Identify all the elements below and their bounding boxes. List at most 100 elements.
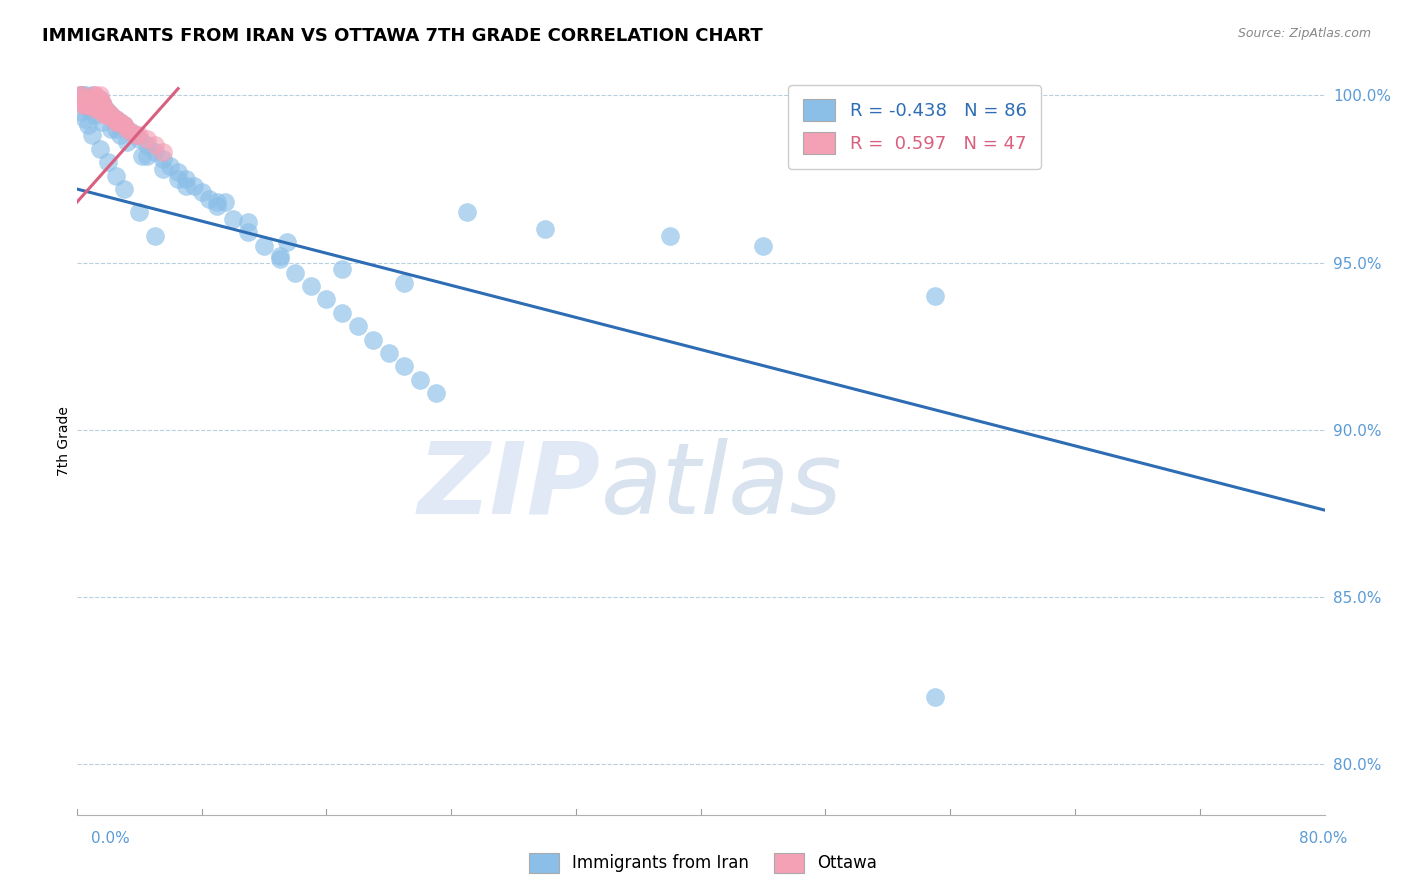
Point [159, 159, 181, 173]
Point [87, 95, 110, 109]
Point [77, 102, 100, 116]
Point [299, 279, 322, 293]
Point [76, 98, 98, 112]
Point [238, 226, 260, 240]
Point [214, 195, 236, 210]
Point [167, 172, 190, 186]
Point [70, 92, 93, 106]
Point [83, 92, 105, 106]
Point [77, 98, 100, 112]
Point [346, 319, 368, 334]
Point [128, 132, 150, 146]
Point [103, 112, 125, 126]
Point [222, 212, 245, 227]
Point [82, 128, 104, 143]
Point [205, 195, 228, 210]
Point [120, 125, 142, 139]
Point [89, 142, 111, 156]
Point [91, 98, 114, 112]
Point [409, 373, 432, 387]
Point [84, 108, 107, 122]
Text: 0.0%: 0.0% [91, 831, 131, 846]
Point [100, 108, 122, 122]
Point [82, 92, 104, 106]
Point [104, 169, 127, 183]
Point [69, 88, 91, 103]
Point [125, 128, 148, 143]
Point [330, 262, 353, 277]
Point [174, 172, 197, 186]
Point [112, 119, 135, 133]
Point [924, 289, 946, 303]
Point [425, 386, 447, 401]
Point [104, 112, 127, 126]
Legend: R = -0.438   N = 86, R =  0.597   N = 47: R = -0.438 N = 86, R = 0.597 N = 47 [789, 85, 1040, 169]
Point [198, 192, 221, 206]
Point [110, 115, 132, 129]
Point [269, 249, 291, 263]
Point [80, 98, 103, 112]
Text: IMMIGRANTS FROM IRAN VS OTTAWA 7TH GRADE CORRELATION CHART: IMMIGRANTS FROM IRAN VS OTTAWA 7TH GRADE… [42, 27, 763, 45]
Point [104, 115, 127, 129]
Point [87, 92, 110, 106]
Point [174, 178, 197, 193]
Point [131, 148, 153, 162]
Point [104, 112, 127, 126]
Point [100, 121, 122, 136]
Point [83, 88, 105, 103]
Point [924, 690, 946, 705]
Point [394, 276, 416, 290]
Point [112, 119, 135, 133]
Point [80, 98, 103, 112]
Point [533, 222, 555, 236]
Point [456, 205, 478, 219]
Text: atlas: atlas [600, 438, 842, 535]
Point [84, 88, 107, 103]
Point [75, 92, 97, 106]
Point [73, 88, 96, 103]
Point [97, 105, 120, 120]
Point [75, 95, 97, 109]
Point [96, 105, 118, 120]
Legend: Immigrants from Iran, Ottawa: Immigrants from Iran, Ottawa [522, 847, 884, 880]
Point [73, 95, 96, 109]
Point [90, 115, 112, 129]
Point [76, 95, 98, 109]
Point [94, 102, 117, 116]
Point [69, 88, 91, 103]
Point [110, 128, 132, 143]
Point [377, 346, 399, 360]
Point [136, 138, 159, 153]
Point [82, 95, 104, 109]
Point [112, 182, 135, 196]
Point [94, 108, 117, 122]
Point [143, 145, 166, 160]
Point [269, 252, 291, 267]
Point [77, 92, 100, 106]
Point [84, 95, 107, 109]
Point [72, 95, 94, 109]
Point [75, 98, 97, 112]
Point [89, 92, 111, 106]
Point [315, 293, 337, 307]
Point [115, 121, 138, 136]
Point [183, 178, 205, 193]
Point [77, 95, 100, 109]
Point [238, 215, 260, 229]
Point [136, 148, 159, 162]
Text: ZIP: ZIP [418, 438, 600, 535]
Point [120, 125, 142, 139]
Point [128, 128, 150, 143]
Point [94, 102, 117, 116]
Point [115, 135, 138, 149]
Point [105, 115, 128, 129]
Point [73, 98, 96, 112]
Point [128, 205, 150, 219]
Point [361, 333, 384, 347]
Point [76, 92, 98, 106]
Point [143, 228, 166, 243]
Point [394, 359, 416, 374]
Point [77, 102, 100, 116]
Point [72, 98, 94, 112]
Point [86, 92, 108, 106]
